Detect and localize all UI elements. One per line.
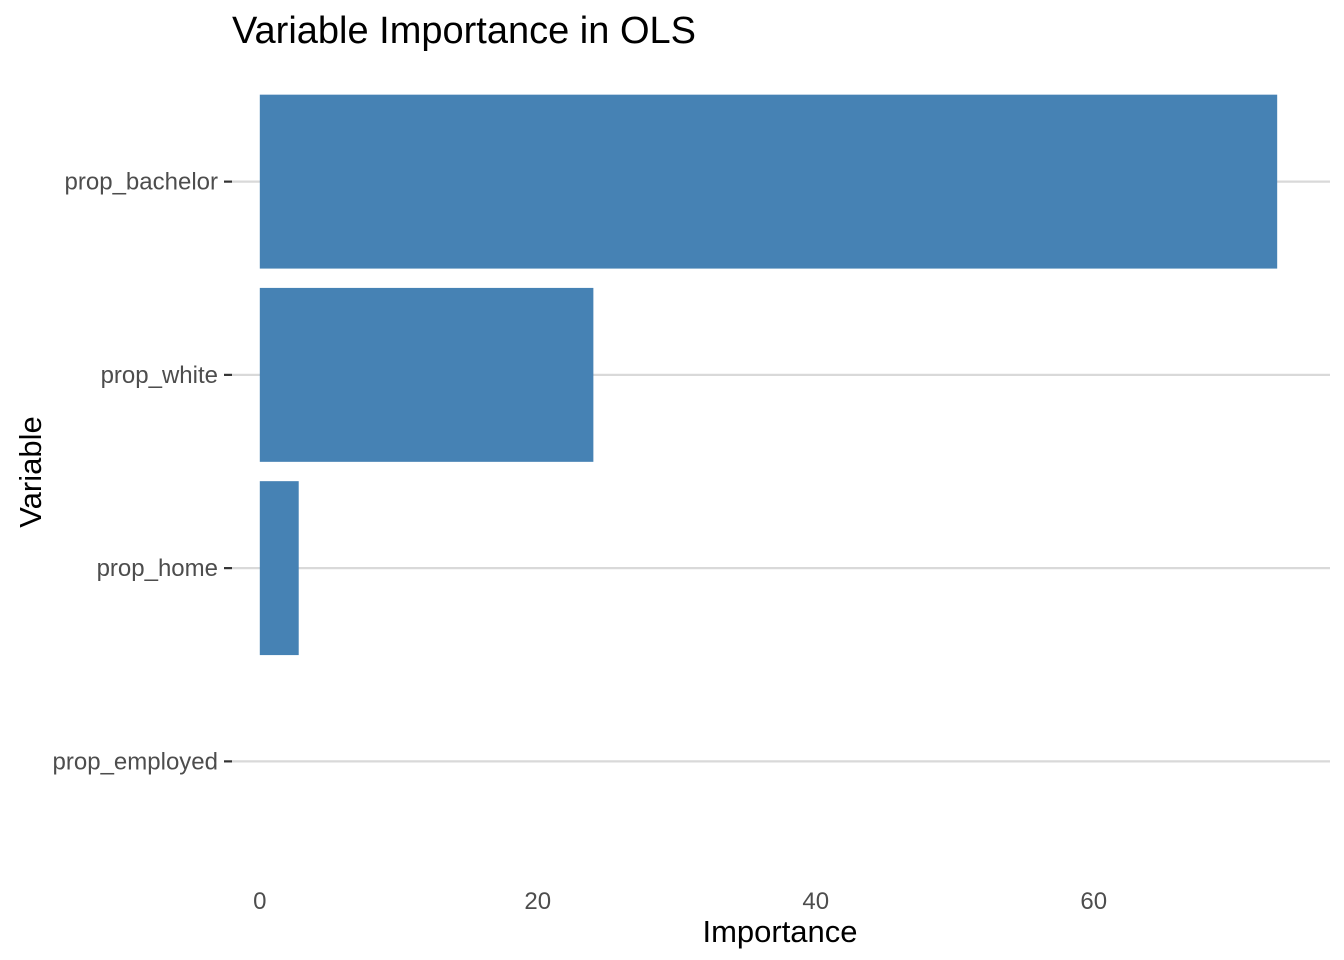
y-axis: prop_bachelor prop_white prop_home prop_emp… bbox=[53, 169, 232, 775]
bar-prop-home bbox=[259, 481, 299, 656]
y-tick-label: prop_white bbox=[101, 362, 218, 389]
bars bbox=[259, 94, 1278, 656]
bar-prop-bachelor bbox=[259, 94, 1278, 269]
x-tick-label: 0 bbox=[253, 888, 266, 915]
x-axis-title: Importance bbox=[702, 914, 857, 949]
y-tick-label: prop_bachelor bbox=[65, 169, 218, 196]
y-tick-label: prop_employed bbox=[53, 748, 218, 775]
x-tick-label: 20 bbox=[524, 888, 551, 915]
bar-prop-white bbox=[259, 287, 594, 462]
x-axis: 0 20 40 60 bbox=[253, 888, 1107, 915]
chart-title: Variable Importance in OLS bbox=[232, 10, 696, 52]
x-tick-label: 40 bbox=[802, 888, 829, 915]
y-tick-label: prop_home bbox=[97, 555, 218, 582]
y-axis-title: Variable bbox=[13, 416, 48, 527]
x-tick-label: 60 bbox=[1080, 888, 1107, 915]
